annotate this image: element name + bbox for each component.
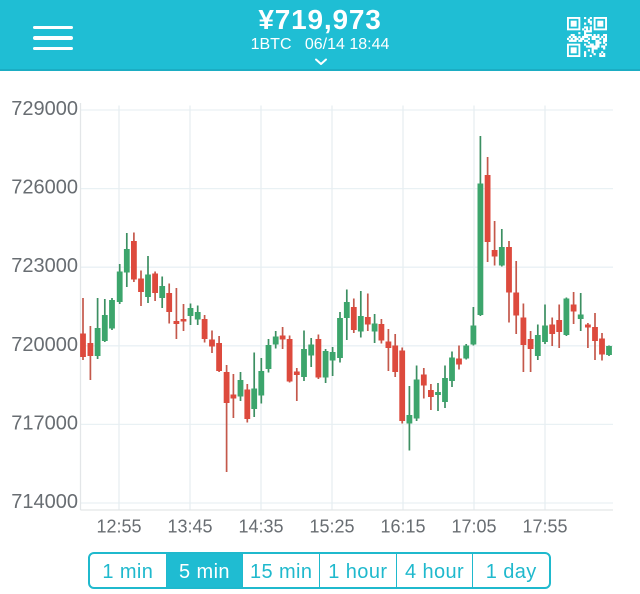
svg-text:12:55: 12:55 <box>96 517 141 537</box>
svg-text:729000: 729000 <box>11 98 78 120</box>
svg-text:15:25: 15:25 <box>309 517 354 537</box>
svg-text:717000: 717000 <box>11 412 78 434</box>
svg-text:14:35: 14:35 <box>238 517 283 537</box>
svg-text:17:05: 17:05 <box>451 517 496 537</box>
svg-text:17:55: 17:55 <box>522 517 567 537</box>
svg-text:13:45: 13:45 <box>167 517 212 537</box>
svg-text:723000: 723000 <box>11 255 78 277</box>
svg-text:714000: 714000 <box>11 491 78 513</box>
svg-text:726000: 726000 <box>11 177 78 199</box>
svg-text:720000: 720000 <box>11 334 78 356</box>
svg-text:16:15: 16:15 <box>380 517 425 537</box>
